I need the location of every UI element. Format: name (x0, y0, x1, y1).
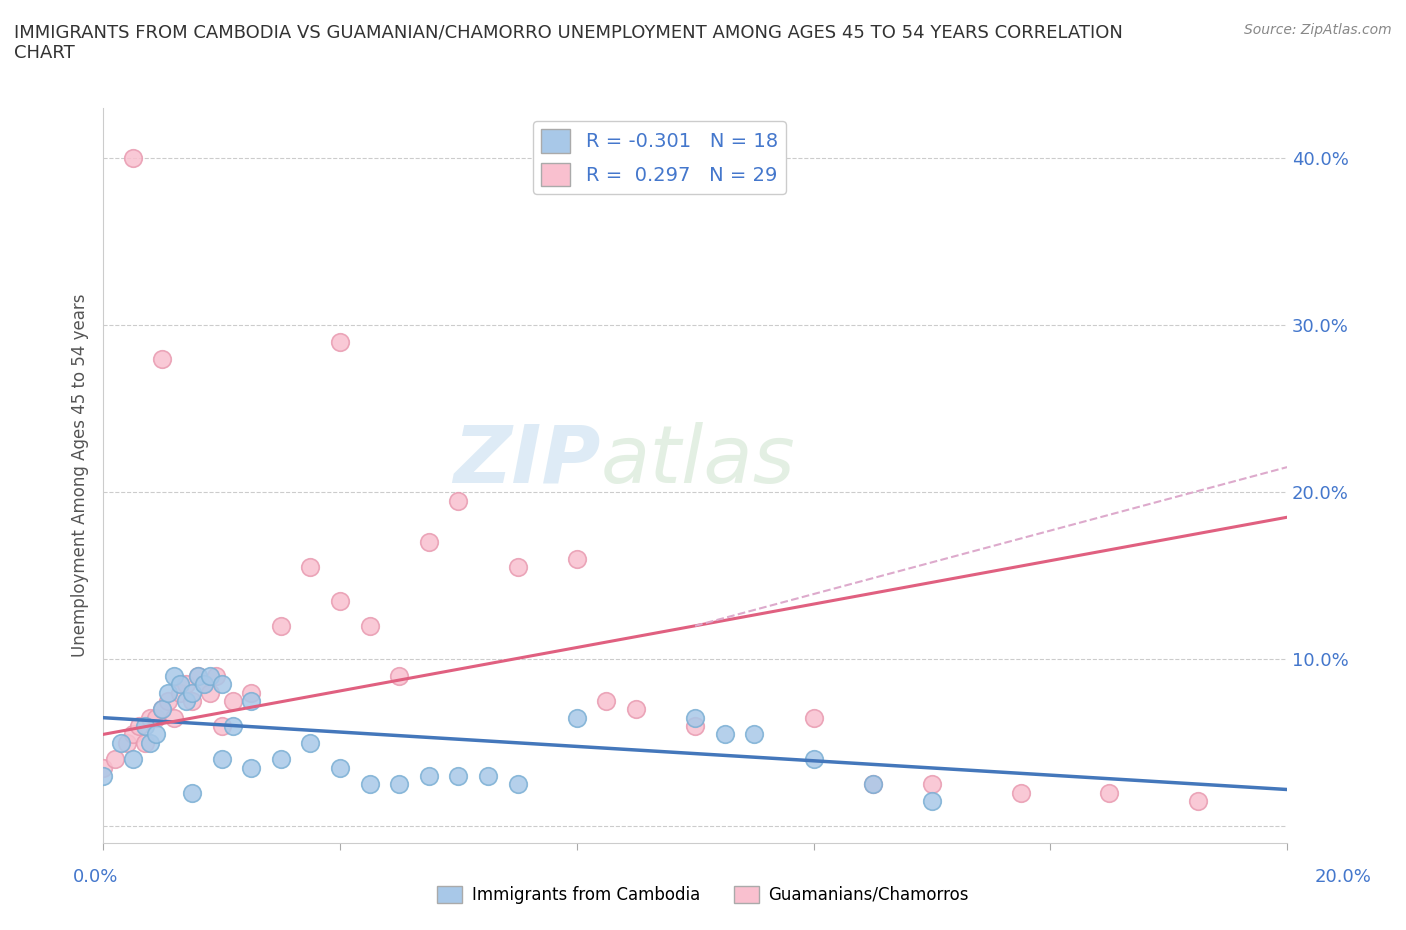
Point (921, 794, 943, 809)
Point (862, 777, 884, 792)
Point (163, 669, 186, 684)
Point (145, 727, 167, 742)
Point (174, 694, 197, 709)
Point (121, 727, 143, 742)
Point (181, 685, 204, 700)
Point (595, 694, 617, 709)
Point (181, 694, 204, 709)
Point (240, 694, 263, 709)
Point (187, 669, 209, 684)
Point (477, 769, 499, 784)
Text: IMMIGRANTS FROM CAMBODIA VS GUAMANIAN/CHAMORRO UNEMPLOYMENT AMONG AGES 45 TO 54 : IMMIGRANTS FROM CAMBODIA VS GUAMANIAN/CH… (14, 23, 1123, 62)
Point (134, 719, 156, 734)
Point (174, 677, 197, 692)
Point (565, 551, 588, 566)
Point (270, 752, 292, 767)
Point (683, 719, 706, 734)
Point (121, 151, 143, 166)
Point (91, 769, 114, 784)
Point (181, 786, 204, 801)
Point (193, 677, 215, 692)
Point (150, 702, 173, 717)
Legend: R = -0.301   N = 18, R =  0.297   N = 29: R = -0.301 N = 18, R = 0.297 N = 29 (533, 122, 786, 194)
Point (1010, 786, 1032, 801)
Point (240, 761, 263, 776)
Text: 20.0%: 20.0% (1315, 868, 1371, 885)
Point (157, 694, 180, 709)
Point (359, 777, 381, 792)
Point (91, 761, 114, 776)
Point (211, 677, 233, 692)
Point (139, 736, 162, 751)
Point (862, 777, 884, 792)
Point (240, 685, 263, 700)
Point (624, 702, 647, 717)
Point (803, 752, 825, 767)
Point (565, 711, 588, 725)
Y-axis label: Unemployment Among Ages 45 to 54 years: Unemployment Among Ages 45 to 54 years (72, 294, 89, 658)
Point (388, 777, 411, 792)
Legend: Immigrants from Cambodia, Guamanians/Chamorros: Immigrants from Cambodia, Guamanians/Cha… (430, 879, 976, 910)
Point (198, 685, 221, 700)
Point (193, 677, 215, 692)
Point (169, 685, 191, 700)
Point (506, 777, 529, 792)
Point (506, 560, 529, 575)
Point (163, 711, 186, 725)
Point (329, 761, 352, 776)
Point (187, 669, 209, 684)
Point (211, 719, 233, 734)
Point (418, 535, 440, 550)
Point (1098, 786, 1121, 801)
Point (222, 719, 245, 734)
Point (359, 618, 381, 633)
Point (110, 736, 132, 751)
Point (169, 677, 191, 692)
Point (222, 694, 245, 709)
Point (145, 711, 167, 725)
Point (329, 593, 352, 608)
Point (1187, 794, 1209, 809)
Point (742, 727, 765, 742)
Point (115, 736, 138, 751)
Point (447, 493, 470, 508)
Text: Source: ZipAtlas.com: Source: ZipAtlas.com (1244, 23, 1392, 37)
Point (299, 736, 322, 751)
Point (299, 560, 322, 575)
Point (150, 702, 173, 717)
Text: atlas: atlas (600, 422, 796, 499)
Point (447, 769, 470, 784)
Point (270, 618, 292, 633)
Text: ZIP: ZIP (453, 422, 600, 499)
Point (104, 752, 127, 767)
Point (921, 777, 943, 792)
Point (388, 669, 411, 684)
Point (683, 711, 706, 725)
Point (329, 335, 352, 350)
Point (204, 669, 226, 684)
Point (134, 736, 156, 751)
Point (198, 669, 221, 684)
Point (121, 752, 143, 767)
Point (418, 769, 440, 784)
Point (150, 352, 173, 366)
Point (128, 719, 150, 734)
Point (211, 752, 233, 767)
Point (139, 711, 162, 725)
Point (803, 711, 825, 725)
Text: 0.0%: 0.0% (73, 868, 118, 885)
Point (157, 685, 180, 700)
Point (713, 727, 735, 742)
